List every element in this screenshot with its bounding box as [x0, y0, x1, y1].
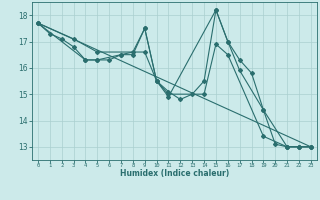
X-axis label: Humidex (Indice chaleur): Humidex (Indice chaleur): [120, 169, 229, 178]
